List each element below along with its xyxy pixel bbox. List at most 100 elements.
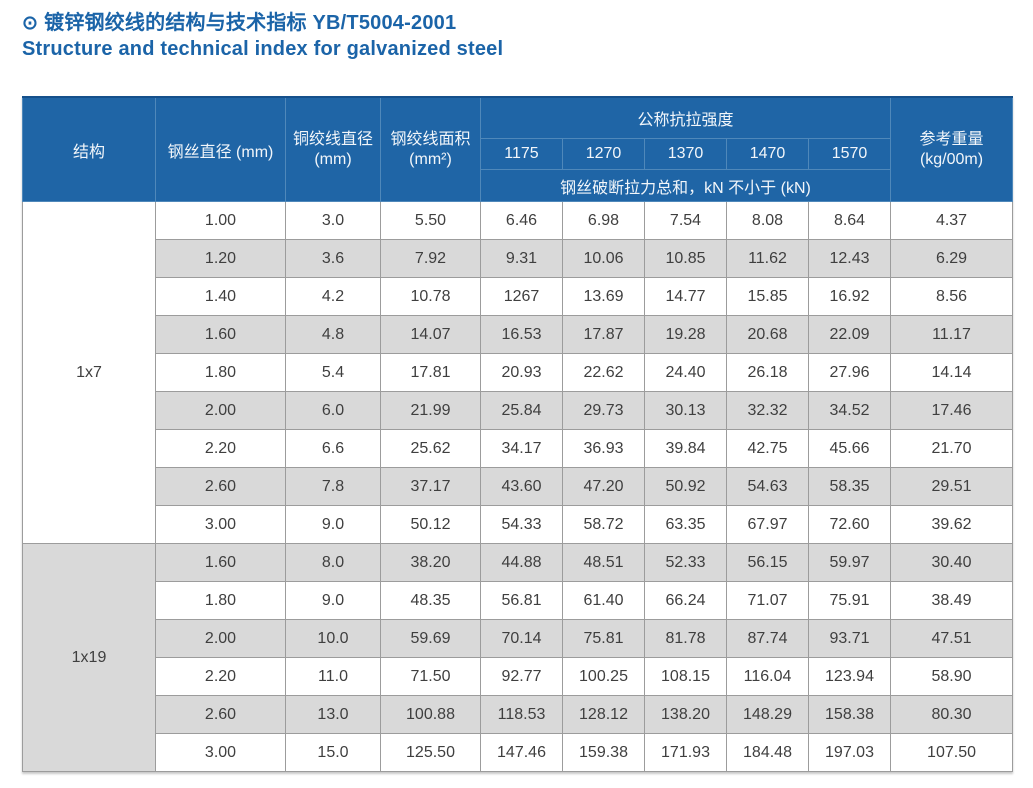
header-row-note: 钢丝破断拉力总和，kN 不小于 (kN) bbox=[23, 169, 1013, 203]
col-header-strand-diameter: 铜绞线直径 (mm) bbox=[285, 96, 381, 203]
table-row: 2.60 7.8 37.17 43.60 47.20 50.92 54.63 58.35 29.… bbox=[23, 467, 1014, 507]
table-row: 2.20 6.6 25.62 34.17 36.93 39.84 42.75 45.66 21.… bbox=[23, 429, 1014, 469]
structure-cell: 1x19 bbox=[22, 543, 156, 773]
table-cell: 8.64 bbox=[807, 201, 892, 241]
table-cell: 36.93 bbox=[562, 429, 645, 469]
table-row: 2.20 11.0 71.50 92.77 100.25 108.15 116.04 123.… bbox=[23, 657, 1014, 697]
table-cell: 6.6 bbox=[285, 429, 381, 469]
grade-header-1370: 1370 bbox=[644, 138, 727, 171]
table-cell: 1.60 bbox=[155, 315, 286, 355]
table-cell: 2.00 bbox=[155, 391, 286, 431]
table-cell: 184.48 bbox=[726, 733, 809, 773]
table-cell: 1.80 bbox=[155, 581, 286, 621]
table-cell: 47.51 bbox=[890, 619, 1014, 659]
col-header-structure: 结构 bbox=[22, 96, 156, 203]
table-cell: 11.62 bbox=[726, 239, 809, 279]
table-cell: 44.88 bbox=[480, 543, 563, 583]
col-header-breaking-force: 钢丝破断拉力总和，kN 不小于 (kN) bbox=[479, 169, 892, 203]
table-cell: 1.00 bbox=[155, 201, 286, 241]
table-cell: 30.40 bbox=[890, 543, 1014, 583]
table-cell: 56.15 bbox=[726, 543, 809, 583]
table-cell: 50.92 bbox=[644, 467, 727, 507]
table-cell: 7.54 bbox=[644, 201, 727, 241]
table-cell: 43.60 bbox=[480, 467, 563, 507]
col-header-tensile-strength: 公称抗拉强度 bbox=[479, 96, 892, 140]
table-cell: 4.2 bbox=[285, 277, 381, 317]
table-header: 结构 钢丝直径 (mm) 铜绞线直径 (mm) 钢绞线面积 (mm²) 公称抗拉… bbox=[22, 96, 1014, 203]
table-cell: 8.08 bbox=[726, 201, 809, 241]
table-cell: 22.62 bbox=[562, 353, 645, 393]
table-cell: 15.0 bbox=[285, 733, 381, 773]
table-cell: 50.12 bbox=[380, 505, 481, 545]
table-cell: 9.31 bbox=[480, 239, 563, 279]
table-cell: 108.15 bbox=[644, 657, 727, 697]
table-cell: 66.24 bbox=[644, 581, 727, 621]
structure-cell: 1x7 bbox=[22, 201, 156, 545]
table-cell: 22.09 bbox=[807, 315, 892, 355]
table-cell: 6.0 bbox=[285, 391, 381, 431]
table-cell: 27.96 bbox=[807, 353, 892, 393]
table-row: 2.60 13.0 100.88 118.53 128.12 138.20 148.29 15… bbox=[23, 695, 1014, 735]
table-cell: 54.33 bbox=[480, 505, 563, 545]
table-cell: 20.68 bbox=[726, 315, 809, 355]
table-cell: 21.70 bbox=[890, 429, 1014, 469]
table-cell: 80.30 bbox=[890, 695, 1014, 735]
table-row: 1.80 9.0 48.35 56.81 61.40 66.24 71.07 75.91 38.… bbox=[23, 581, 1014, 621]
table-cell: 1.60 bbox=[155, 543, 286, 583]
table-cell: 3.6 bbox=[285, 239, 381, 279]
table-cell: 13.0 bbox=[285, 695, 381, 735]
table-cell: 2.00 bbox=[155, 619, 286, 659]
table-cell: 17.81 bbox=[380, 353, 481, 393]
spec-table: 结构 钢丝直径 (mm) 铜绞线直径 (mm) 钢绞线面积 (mm²) 公称抗拉… bbox=[22, 95, 1014, 773]
table-cell: 8.0 bbox=[285, 543, 381, 583]
table-cell: 59.97 bbox=[807, 543, 892, 583]
table-cell: 25.84 bbox=[480, 391, 563, 431]
table-cell: 45.66 bbox=[807, 429, 892, 469]
table-cell: 158.38 bbox=[807, 695, 892, 735]
table-row: 2.00 10.0 59.69 70.14 75.81 81.78 87.74 93.71 47… bbox=[23, 619, 1014, 659]
table-row: 3.00 9.0 50.12 54.33 58.72 63.35 67.97 72.60 39.… bbox=[23, 505, 1014, 545]
table-cell: 147.46 bbox=[480, 733, 563, 773]
table-cell: 1.20 bbox=[155, 239, 286, 279]
bullet-icon: ⊙ bbox=[22, 13, 39, 34]
col-header-wire-diameter: 钢丝直径 (mm) bbox=[155, 96, 286, 203]
table-cell: 1.40 bbox=[155, 277, 286, 317]
table-cell: 14.07 bbox=[380, 315, 481, 355]
table-cell: 10.0 bbox=[285, 619, 381, 659]
table-cell: 56.81 bbox=[480, 581, 563, 621]
table-cell: 75.81 bbox=[562, 619, 645, 659]
table-cell: 26.18 bbox=[726, 353, 809, 393]
page-subtitle: Structure and technical index for galvan… bbox=[22, 38, 504, 61]
table-cell: 8.56 bbox=[890, 277, 1014, 317]
table-cell: 71.07 bbox=[726, 581, 809, 621]
table-cell: 24.40 bbox=[644, 353, 727, 393]
table-cell: 6.46 bbox=[480, 201, 563, 241]
header-row-grades: 1175 1270 1370 1470 1570 bbox=[23, 138, 1013, 171]
table-cell: 11.17 bbox=[890, 315, 1014, 355]
table-cell: 19.28 bbox=[644, 315, 727, 355]
table-cell: 197.03 bbox=[807, 733, 892, 773]
table-cell: 63.35 bbox=[644, 505, 727, 545]
table-cell: 3.0 bbox=[285, 201, 381, 241]
table-cell: 93.71 bbox=[807, 619, 892, 659]
col-header-ref-weight: 参考重量 (kg/00m) bbox=[890, 96, 1014, 203]
table-cell: 54.63 bbox=[726, 467, 809, 507]
table-cell: 34.17 bbox=[480, 429, 563, 469]
table-row: 1.40 4.2 10.78 1267 13.69 14.77 15.85 16.92 8.56 bbox=[23, 277, 1014, 317]
table-cell: 16.53 bbox=[480, 315, 563, 355]
table-cell: 107.50 bbox=[890, 733, 1014, 773]
table-cell: 128.12 bbox=[562, 695, 645, 735]
table-cell: 148.29 bbox=[726, 695, 809, 735]
table-cell: 2.60 bbox=[155, 695, 286, 735]
table-row: 1x7 1.00 3.0 5.50 6.46 6.98 7.54 8.08 8.64 4.37 bbox=[22, 201, 1014, 545]
table-cell: 100.88 bbox=[380, 695, 481, 735]
table-cell: 37.17 bbox=[380, 467, 481, 507]
table-cell: 6.98 bbox=[562, 201, 645, 241]
table-cell: 2.20 bbox=[155, 429, 286, 469]
table-cell: 59.69 bbox=[380, 619, 481, 659]
table-cell: 3.00 bbox=[155, 505, 286, 545]
table-cell: 75.91 bbox=[807, 581, 892, 621]
header-row-group: 结构 钢丝直径 (mm) 铜绞线直径 (mm) 钢绞线面积 (mm²) 公称抗拉… bbox=[22, 96, 1014, 203]
table-cell: 125.50 bbox=[380, 733, 481, 773]
table-cell: 48.51 bbox=[562, 543, 645, 583]
